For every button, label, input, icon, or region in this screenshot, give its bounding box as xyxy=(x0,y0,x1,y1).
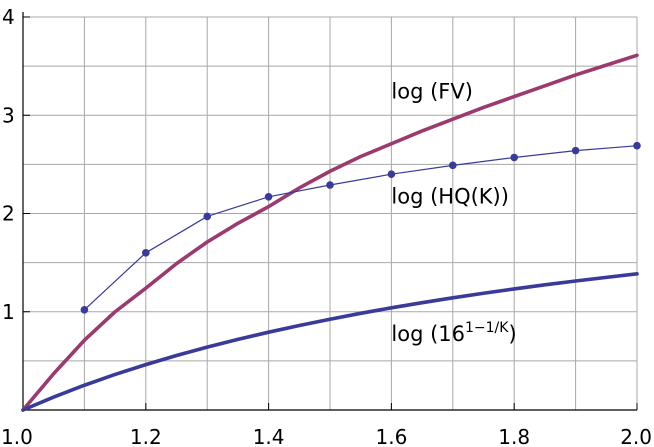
series-layer xyxy=(21,53,641,412)
data-point-hq xyxy=(510,153,518,162)
series-line-hq xyxy=(83,145,638,311)
series-line-fv xyxy=(21,53,639,412)
data-point-hq xyxy=(449,161,457,170)
y-tick-label: 3 xyxy=(2,103,15,127)
x-tick-label: 1.4 xyxy=(253,425,285,447)
x-tick-label: 1.0 xyxy=(1,425,33,447)
annotation-pow16-exponent: 1−1/K xyxy=(465,320,509,336)
tick-labels: 1.0 1.2 1.4 1.6 1.8 2.0 1 2 3 4 xyxy=(1,5,652,447)
data-point-hq xyxy=(203,212,211,221)
axes xyxy=(22,12,638,411)
y-tick-label: 4 xyxy=(2,5,15,29)
data-point-hq xyxy=(80,305,89,314)
annotations: log (FV) log (HQ(K)) log (161−1/K) xyxy=(391,80,516,347)
data-point-hq xyxy=(387,170,396,178)
annotation-pow16-base: log (16 xyxy=(391,322,465,346)
y-tick-label: 2 xyxy=(2,202,15,226)
annotation-pow16: log (161−1/K) xyxy=(391,320,516,346)
annotation-fv: log (FV) xyxy=(391,80,473,104)
grid xyxy=(23,16,638,410)
series-line-pow16 xyxy=(21,272,639,412)
data-point-hq xyxy=(633,141,641,150)
x-tick-label: 1.2 xyxy=(130,425,162,447)
annotation-hq: log (HQ(K)) xyxy=(391,185,509,209)
x-tick-label: 2.0 xyxy=(620,425,652,447)
y-tick-label: 1 xyxy=(2,300,15,324)
x-tick-label: 1.8 xyxy=(498,425,530,447)
data-point-hq xyxy=(142,249,150,257)
data-point-hq xyxy=(571,146,580,155)
x-tick-label: 1.6 xyxy=(375,425,407,447)
data-point-hq xyxy=(264,192,273,201)
annotation-pow16-close: ) xyxy=(508,322,516,346)
data-point-hq xyxy=(326,181,334,189)
